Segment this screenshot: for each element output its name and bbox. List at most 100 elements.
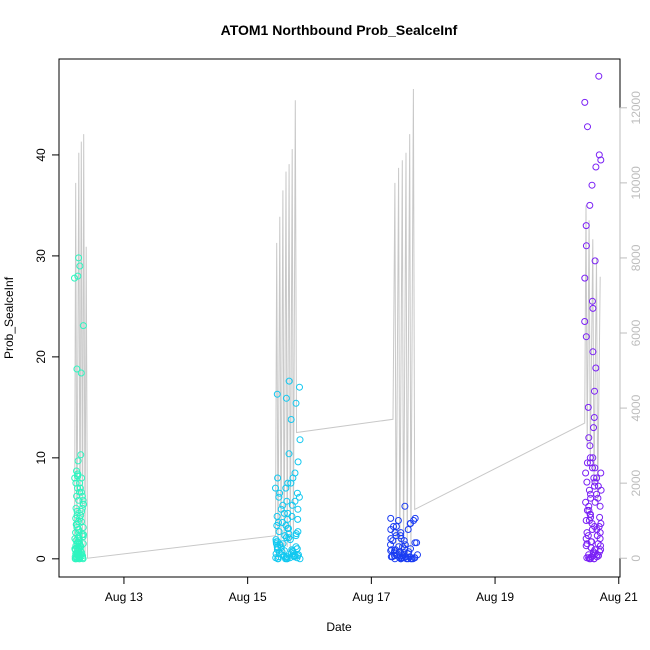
- data-point: [73, 365, 81, 373]
- data-point: [591, 387, 598, 395]
- data-point: [283, 553, 291, 561]
- data-point: [395, 548, 403, 556]
- x-tick-label: Aug 13: [105, 590, 143, 604]
- data-point: [292, 399, 300, 407]
- data-point: [411, 554, 419, 562]
- data-point: [410, 517, 418, 524]
- data-point: [588, 520, 596, 527]
- data-point: [392, 523, 400, 530]
- data-point: [293, 545, 301, 553]
- data-point: [273, 512, 281, 520]
- data-point: [294, 515, 302, 523]
- data-point: [390, 523, 397, 530]
- data-point: [387, 535, 395, 543]
- data-point: [397, 550, 405, 558]
- data-point: [285, 530, 293, 538]
- data-point: [78, 492, 86, 500]
- data-point: [411, 539, 419, 547]
- data-point: [279, 540, 287, 548]
- data-point: [585, 434, 593, 442]
- data-point: [282, 522, 290, 529]
- y-tick-label: 30: [34, 249, 48, 263]
- x-tick-label: Aug 21: [600, 590, 638, 604]
- data-point: [582, 469, 590, 477]
- data-point: [582, 222, 590, 230]
- data-point: [275, 493, 283, 501]
- data-point: [582, 517, 590, 524]
- data-point: [583, 554, 591, 562]
- data-point: [590, 550, 597, 558]
- x-tick-label: Aug 19: [476, 590, 514, 604]
- data-point: [596, 502, 604, 510]
- y2-tick-label: 2000: [629, 469, 643, 496]
- secondary-line: [74, 88, 601, 559]
- data-point: [275, 528, 283, 536]
- data-point: [397, 529, 405, 537]
- data-point: [395, 543, 403, 551]
- data-point: [583, 478, 591, 486]
- data-point: [581, 274, 589, 282]
- data-point: [282, 394, 290, 402]
- y2-tick-label: 4000: [629, 394, 643, 421]
- data-point: [387, 514, 395, 522]
- y-tick-label: 40: [34, 148, 48, 162]
- data-point: [280, 552, 288, 560]
- data-point: [587, 510, 594, 518]
- data-point: [588, 181, 596, 189]
- data-point: [586, 201, 594, 209]
- data-point: [590, 424, 597, 432]
- data-point: [76, 262, 84, 270]
- x-axis-label: Date: [326, 620, 352, 634]
- data-point: [591, 257, 599, 265]
- data-point: [401, 541, 409, 549]
- data-point: [75, 533, 82, 541]
- data-point: [76, 484, 84, 492]
- x-tick-label: Aug 17: [352, 590, 390, 604]
- data-point: [73, 524, 81, 531]
- data-point: [595, 151, 603, 159]
- data-point: [294, 505, 302, 513]
- data-point: [284, 509, 292, 517]
- y-tick-label: 20: [34, 350, 48, 364]
- data-point: [594, 494, 602, 502]
- data-point: [587, 494, 595, 502]
- y2-tick-label: 0: [629, 555, 643, 562]
- data-point: [73, 507, 81, 515]
- data-point: [404, 526, 412, 533]
- data-point: [73, 467, 80, 475]
- data-point: [78, 507, 86, 515]
- data-point: [597, 156, 605, 164]
- data-point: [76, 479, 84, 487]
- data-point: [295, 493, 303, 501]
- data-point: [277, 505, 285, 513]
- data-point: [296, 436, 304, 444]
- data-point: [285, 377, 293, 385]
- points-layer: [71, 72, 605, 563]
- x-tick-label: Aug 15: [229, 590, 267, 604]
- data-point: [272, 538, 280, 546]
- data-point: [589, 464, 596, 472]
- data-point: [391, 547, 399, 555]
- data-point: [293, 489, 301, 497]
- y-axis: 0 10 20 30 40: [34, 148, 60, 562]
- data-point: [294, 552, 302, 560]
- data-point: [285, 450, 293, 458]
- data-point: [389, 537, 397, 545]
- data-point: [388, 546, 396, 554]
- data-point: [281, 532, 289, 540]
- data-point: [284, 479, 292, 487]
- data-point: [592, 163, 600, 171]
- y2-tick-label: 8000: [629, 244, 643, 271]
- data-point: [77, 451, 85, 459]
- data-point: [272, 484, 279, 492]
- data-point: [590, 414, 598, 421]
- secondary-line-layer: [74, 88, 601, 559]
- data-point: [71, 545, 79, 553]
- plot-frame: [58, 58, 621, 578]
- data-point: [296, 383, 303, 391]
- data-point: [275, 519, 282, 526]
- data-point: [591, 464, 599, 472]
- data-point: [585, 502, 593, 510]
- x-axis: Aug 13 Aug 15 Aug 17 Aug 19 Aug 21: [105, 576, 638, 604]
